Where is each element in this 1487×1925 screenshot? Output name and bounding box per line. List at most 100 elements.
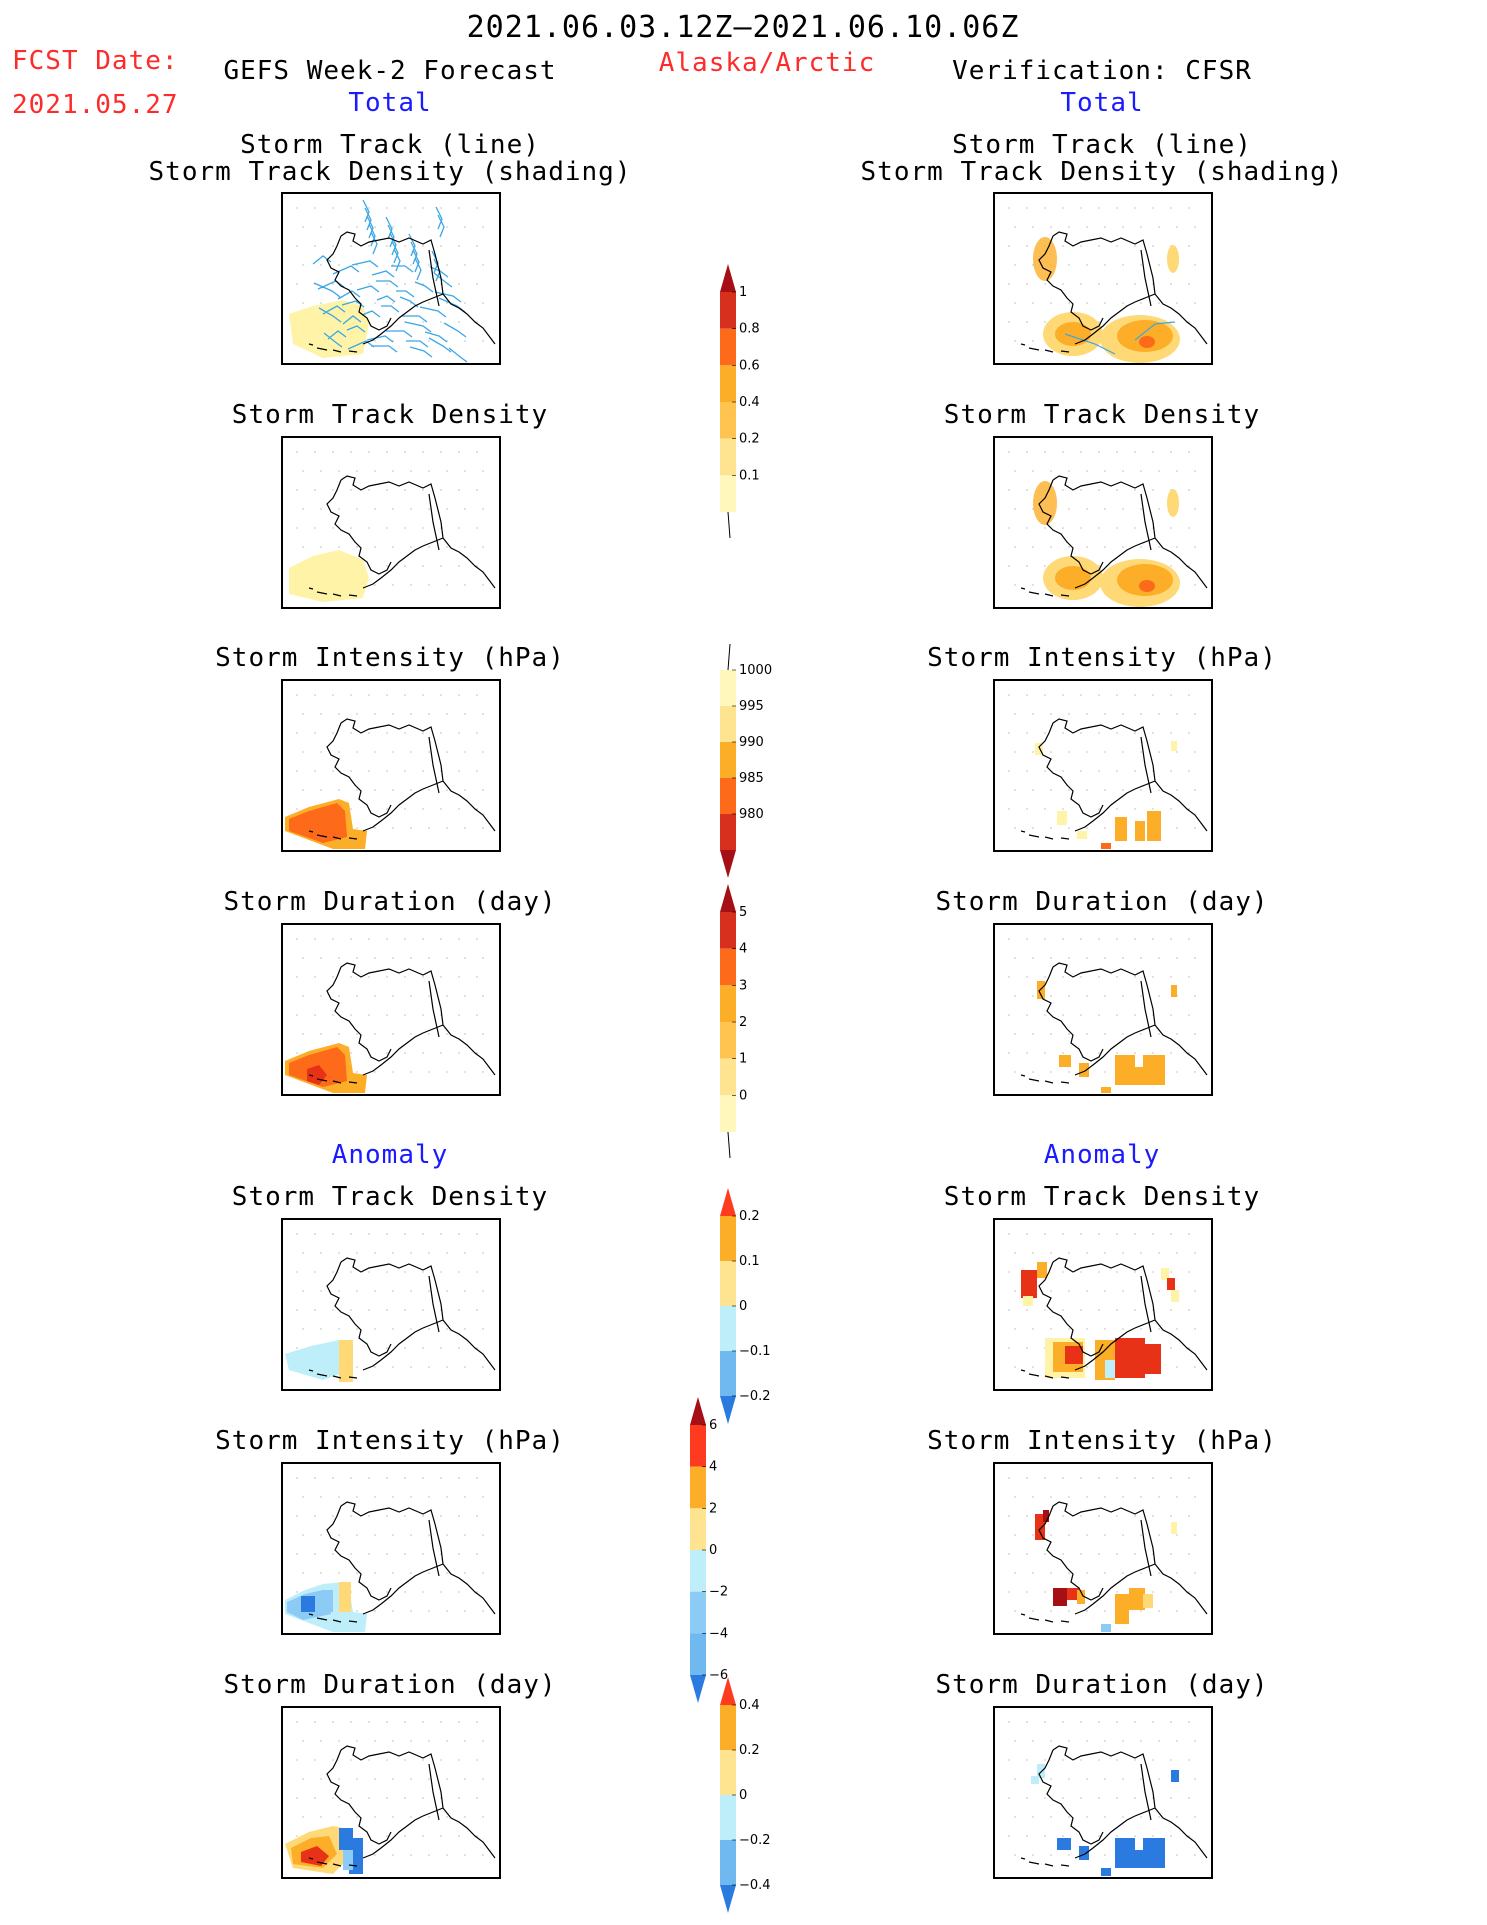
map-track-verification: [993, 192, 1213, 365]
shading-cell: [343, 1850, 353, 1870]
border-line: [428, 493, 440, 551]
colorbar-segment: [720, 1095, 736, 1132]
shading-blob: [1117, 320, 1173, 352]
coastline: [326, 475, 496, 589]
panel-title-density-anom-left: Storm Track Density: [231, 1182, 549, 1212]
shading-poly: [285, 1340, 351, 1380]
shading-cell: [1143, 1344, 1161, 1374]
map-intensity-forecast: [281, 679, 501, 852]
coastline: [326, 1501, 496, 1615]
colorbar-arrow-top: [720, 264, 736, 292]
shading-cell: [1161, 1268, 1169, 1280]
shading-cell: [1105, 1360, 1115, 1378]
coastline: [1038, 475, 1208, 589]
border-line: [428, 1275, 440, 1333]
islands: [1020, 1074, 1070, 1084]
shading-blob: [1117, 564, 1173, 596]
graticule-dots: [1008, 1477, 1196, 1612]
shading-cell: [1135, 1838, 1143, 1850]
colorbar-segment: [690, 1508, 706, 1550]
colorbar-tick-label: −0.2: [739, 1833, 771, 1848]
total-label-right: Total: [1060, 88, 1144, 118]
colorbar-segment: [720, 1216, 736, 1261]
colorbar-tick-label: 0.2: [739, 1209, 760, 1224]
shading-cell: [1167, 1278, 1175, 1290]
colorbar-segment: [720, 706, 736, 742]
colorbar-segment: [690, 1466, 706, 1509]
panel-title-intensity-right: Storm Intensity (hPa): [927, 643, 1277, 673]
coastline: [1038, 1501, 1208, 1615]
anomaly-label-right: Anomaly: [1043, 1140, 1161, 1170]
colorbar-segment: [720, 778, 736, 814]
shading-cell: [1037, 1764, 1045, 1778]
islands: [308, 587, 358, 597]
border-line: [1140, 980, 1152, 1038]
colorbar-tick-label: 2: [739, 1015, 747, 1030]
coastline: [1038, 1257, 1208, 1371]
graticule-dots: [1008, 1233, 1196, 1368]
colorbar-arrow-top: [720, 884, 736, 912]
colorbar-duration-anomaly: 0.4 0.2 0 −0.2 −0.4: [720, 1677, 771, 1913]
colorbar-arrow-top: [720, 1677, 736, 1705]
colorbar-stem-top: [727, 643, 731, 671]
graticule-dots: [1008, 451, 1196, 586]
shading-cell: [1067, 1588, 1079, 1600]
shading-cell: [1079, 1846, 1089, 1860]
map-duration-forecast: [281, 923, 501, 1096]
colorbar-segment: [720, 328, 736, 366]
colorbar-segment: [720, 670, 736, 706]
shading-cell: [1135, 821, 1145, 841]
colorbar-tick-label: 0.1: [739, 1254, 760, 1269]
panel-title-duration-anom-left: Storm Duration (day): [223, 1670, 557, 1700]
shading-cell: [1023, 1296, 1033, 1306]
colorbar-duration-total: 5 4 3 2 1 0: [720, 884, 747, 1159]
colorbar-tick-label: 5: [739, 905, 747, 920]
colorbar-intensity-total: 1000 995 990 985 980: [720, 643, 772, 878]
shading-cell: [1171, 741, 1177, 751]
verification-title: Verification: CFSR: [952, 56, 1252, 86]
islands: [1020, 1369, 1070, 1379]
shading-cell: [1101, 843, 1111, 849]
shading-cell: [1101, 1868, 1111, 1876]
shading-cell: [1077, 831, 1087, 839]
colorbar-arrow-top: [690, 1397, 706, 1425]
colorbar-segment: [720, 292, 736, 329]
colorbar-stem-bottom: [727, 1131, 731, 1159]
map-intensity-anomaly-forecast: [281, 1462, 501, 1635]
colorbar-tick-label: −4: [709, 1626, 728, 1641]
panel-title-intensity-anom-left: Storm Intensity (hPa): [215, 1426, 565, 1456]
colorbar-arrow-top: [720, 1188, 736, 1216]
border-line: [1140, 493, 1152, 551]
border-line: [1140, 249, 1152, 307]
colorbar-intensity-anomaly: 6 4 2 0 −2 −4 −6: [690, 1397, 728, 1703]
graticule-dots: [296, 1721, 484, 1856]
map-density-anomaly-forecast: [281, 1218, 501, 1391]
border-line: [428, 1519, 440, 1577]
graticule-dots: [1008, 938, 1196, 1073]
shading-poly: [289, 803, 347, 843]
border-line: [428, 736, 440, 794]
colorbar-tick-label: 0.4: [739, 1698, 760, 1713]
shading-blob: [1139, 580, 1155, 592]
border-line: [1140, 1519, 1152, 1577]
shading-cell: [1129, 1588, 1145, 1610]
shading-cell: [1037, 1262, 1047, 1278]
colorbar-tick-label: 1: [739, 285, 747, 300]
colorbar-tick-label: 0.6: [739, 358, 760, 373]
border-line: [428, 980, 440, 1038]
shading-poly: [301, 1846, 329, 1866]
coastline: [326, 1257, 496, 1371]
colorbar-arrow-bottom: [720, 1885, 736, 1913]
shading-cell: [1171, 1770, 1179, 1782]
fcst-date-label: FCST Date:: [12, 46, 179, 76]
colorbar-tick-label: 2: [709, 1501, 717, 1516]
islands: [308, 1369, 358, 1379]
colorbar-tick-label: −2: [709, 1585, 728, 1600]
islands: [1020, 830, 1070, 840]
shading-cell: [1171, 1522, 1177, 1534]
colorbar-tick-label: 995: [739, 699, 764, 714]
colorbar-tick-label: 4: [739, 942, 747, 957]
colorbar-tick-label: −0.1: [739, 1344, 771, 1359]
panel-title-density-anom-right: Storm Track Density: [943, 1182, 1261, 1212]
shading-cell: [1115, 1338, 1145, 1378]
